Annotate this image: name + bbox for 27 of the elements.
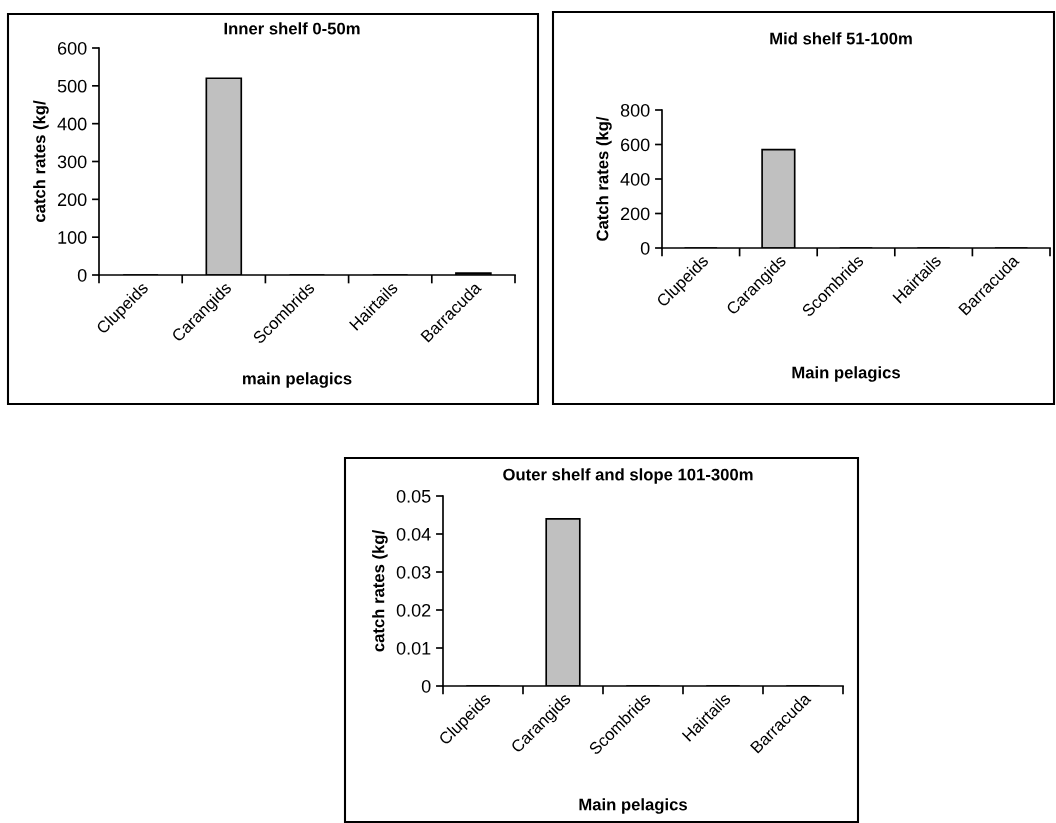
y-tick-label: 0.05 — [396, 489, 431, 503]
chart-title: Inner shelf 0-50m — [224, 22, 360, 35]
y-tick-label: 0 — [421, 679, 431, 693]
x-axis-title: Main pelagics — [579, 798, 687, 814]
y-tick-label: 200 — [620, 207, 650, 221]
y-tick-label: 100 — [58, 231, 87, 244]
y-tick-label: 0.04 — [396, 527, 431, 541]
x-axis-title: Main pelagics — [792, 366, 900, 382]
y-tick-label: 400 — [57, 117, 87, 131]
chart-title: Mid shelf 51-100m — [770, 32, 912, 45]
y-tick-label: 200 — [57, 193, 87, 207]
y-axis-title: catch rates (kg/ — [33, 100, 49, 222]
y-tick-label: 0.02 — [396, 603, 431, 617]
x-axis-title: main pelagics — [242, 372, 352, 388]
y-axis-title: Catch rates (kg/ — [596, 116, 612, 241]
y-tick-label: 0 — [77, 268, 87, 282]
y-axis-title: catch rates (kg/ — [372, 530, 388, 652]
y-tick-label: 500 — [57, 79, 87, 93]
y-tick-label: 0.03 — [396, 565, 431, 579]
y-tick-label: 800 — [620, 103, 650, 117]
y-tick-label: 0.01 — [396, 641, 431, 655]
y-tick-label: 300 — [57, 155, 87, 169]
y-tick-label: 600 — [620, 138, 650, 152]
chart-title: Outer shelf and slope 101-300m — [503, 468, 753, 484]
y-tick-label: 600 — [57, 41, 87, 55]
y-tick-label: 400 — [620, 172, 650, 186]
y-tick-label: 0 — [640, 241, 650, 255]
